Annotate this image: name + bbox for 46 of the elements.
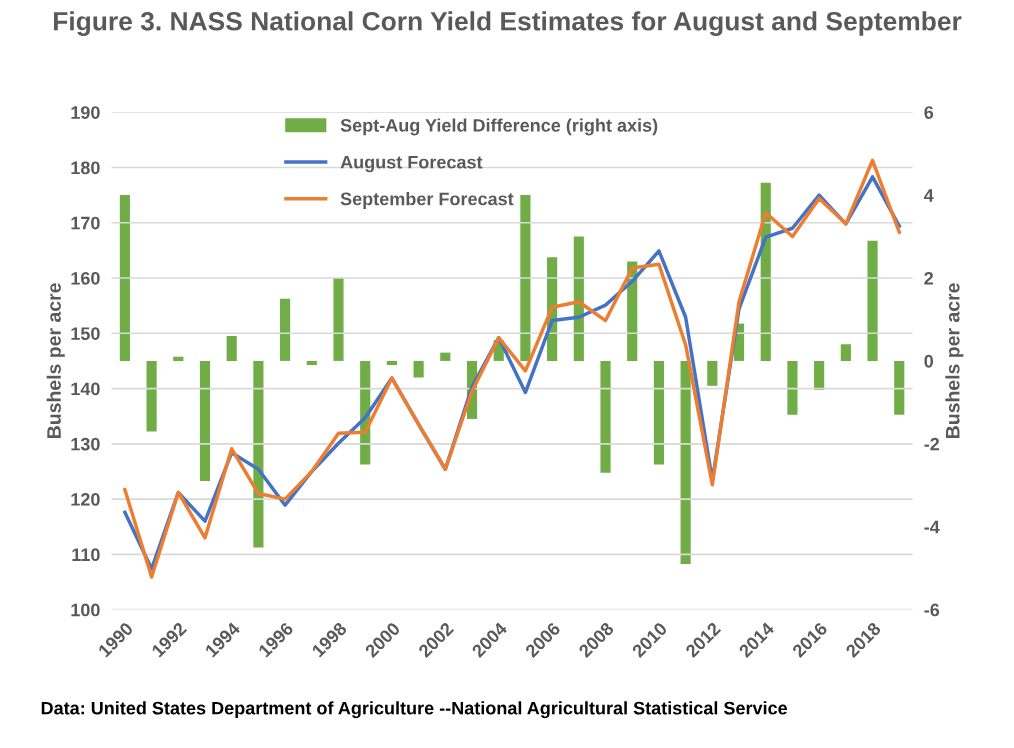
y-tick-label: 100 bbox=[71, 603, 100, 617]
bar bbox=[653, 360, 664, 465]
y2-tick-label: 6 bbox=[924, 106, 934, 119]
y-tick-label: 110 bbox=[72, 548, 100, 562]
y2-tick-label: -4 bbox=[924, 520, 940, 534]
bar bbox=[787, 360, 798, 415]
y2-tick-label: -6 bbox=[924, 603, 940, 617]
y-tick-label: 140 bbox=[71, 382, 100, 396]
y-tick-label: 150 bbox=[71, 327, 100, 340]
y2-axis-title: Bushels per acre bbox=[945, 283, 964, 438]
bar bbox=[680, 360, 691, 565]
y-tick-label: 130 bbox=[71, 437, 100, 451]
y2-tick-label: 4 bbox=[923, 189, 934, 202]
bar bbox=[119, 195, 130, 361]
bar bbox=[280, 298, 291, 361]
bar bbox=[413, 360, 424, 378]
bar bbox=[894, 360, 905, 415]
y-axis-title: Bushels per acre bbox=[46, 283, 65, 438]
bar bbox=[253, 360, 264, 548]
bar bbox=[440, 352, 451, 361]
y-tick-label: 180 bbox=[71, 161, 100, 175]
bar bbox=[333, 278, 344, 361]
legend-label: Sept-Aug Yield Difference (right axis) bbox=[340, 118, 658, 136]
bar bbox=[707, 360, 718, 386]
bar bbox=[600, 360, 611, 473]
text: Data: United States Department of Agriculture --National Agricultural Statistical Service bbox=[41, 701, 788, 719]
y-tick-label: 170 bbox=[71, 216, 100, 230]
y-tick-label: 190 bbox=[71, 106, 100, 119]
chart-title: Figure 3. NASS National Corn Yield Estimates for August and September bbox=[53, 11, 962, 36]
legend-label: August Forecast bbox=[340, 155, 483, 173]
y-tick-label: 120 bbox=[71, 493, 100, 506]
y-tick-label: 160 bbox=[71, 271, 100, 285]
bar bbox=[520, 195, 531, 361]
legend-label: September Forecast bbox=[340, 192, 514, 209]
bar bbox=[840, 344, 851, 361]
y2-tick-label: 0 bbox=[924, 354, 934, 368]
bar bbox=[173, 356, 184, 361]
y2-tick-label: 2 bbox=[924, 271, 934, 285]
bar bbox=[867, 240, 878, 361]
bar bbox=[814, 360, 825, 390]
y2-tick-label: -2 bbox=[924, 437, 940, 451]
bar bbox=[146, 360, 157, 432]
bar bbox=[226, 336, 237, 361]
bar bbox=[199, 360, 211, 482]
bar bbox=[386, 360, 397, 366]
bar bbox=[306, 360, 317, 366]
